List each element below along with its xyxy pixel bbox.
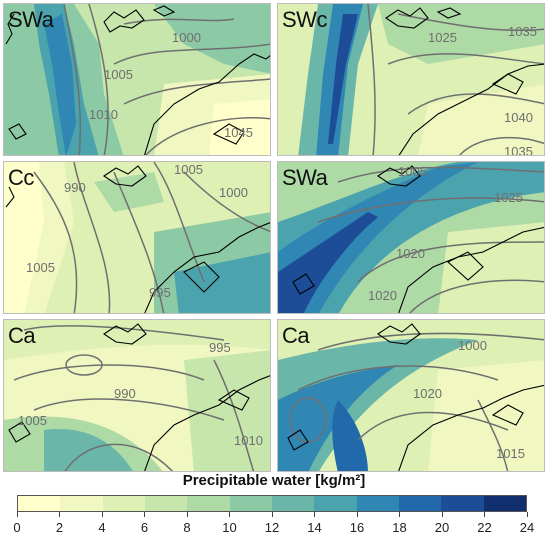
isobar-label: 1000 bbox=[458, 338, 487, 353]
colorbar-tick-label: 14 bbox=[307, 520, 322, 535]
colorbar-tick bbox=[59, 512, 60, 517]
colorbar-tick bbox=[16, 512, 18, 517]
map-panel-6-field: 1000 1020 1015 bbox=[278, 320, 544, 471]
isobar-label: 1035 bbox=[504, 144, 533, 156]
colorbar-tick bbox=[441, 512, 443, 517]
colorbar-tick-label: 8 bbox=[183, 520, 191, 535]
isobar-label: 990 bbox=[64, 180, 86, 195]
colorbar-ticks: 0 2 4 6 8 10 12 14 16 18 20 22 24 bbox=[13, 512, 534, 542]
isobar-label: 1005 bbox=[398, 164, 427, 179]
map-panel-4: 1005 1025 1020 1020 SWa bbox=[277, 161, 545, 314]
colorbar-tick-label: 16 bbox=[349, 520, 365, 535]
colorbar-tick-label: 12 bbox=[264, 520, 280, 535]
colorbar-tick bbox=[186, 512, 188, 517]
map-panel-1: 1000 1005 1010 1045 SWa bbox=[3, 3, 271, 156]
isobar-label: 1035 bbox=[508, 24, 537, 39]
map-panel-2-field: 1025 1035 1040 1035 bbox=[278, 4, 544, 156]
panel-label: SWc bbox=[282, 7, 327, 32]
isobar-label: 1005 bbox=[104, 67, 133, 82]
isobar-label: 1005 bbox=[18, 413, 47, 428]
colorbar bbox=[17, 495, 527, 512]
colorbar-tick bbox=[356, 512, 358, 517]
colorbar-tick bbox=[271, 512, 273, 517]
colorbar-segment bbox=[314, 496, 357, 511]
colorbar-tick bbox=[484, 512, 485, 517]
map-panel-4-field: 1005 1025 1020 1020 bbox=[278, 162, 544, 313]
map-panel-3: 990 995 1005 1000 1005 Cc bbox=[3, 161, 271, 314]
colorbar-segment bbox=[60, 496, 103, 511]
colorbar-segment bbox=[144, 496, 188, 511]
isobar-label: 1020 bbox=[413, 386, 442, 401]
panel-label: SWa bbox=[282, 165, 328, 190]
colorbar-tick-label: 4 bbox=[98, 520, 106, 535]
map-panel-5: 995 990 1005 1010 Ca bbox=[3, 319, 271, 472]
colorbar-tick-label: 20 bbox=[434, 520, 450, 535]
colorbar-tick bbox=[229, 512, 230, 517]
map-panel-6: 1000 1020 1015 Ca bbox=[277, 319, 545, 472]
panel-label: Ca bbox=[282, 323, 310, 348]
isobar-label: 1000 bbox=[172, 30, 201, 45]
colorbar-segment bbox=[356, 496, 399, 511]
map-panel-3-field: 990 995 1005 1000 1005 bbox=[4, 162, 270, 313]
map-panel-1-field: 1000 1005 1010 1045 bbox=[4, 4, 270, 155]
isobar-label: 995 bbox=[149, 285, 171, 300]
colorbar-segment bbox=[483, 496, 526, 511]
isobar-label: 1015 bbox=[496, 446, 525, 461]
isobar-label: 995 bbox=[209, 340, 231, 355]
colorbar-tick-label: 0 bbox=[13, 520, 21, 535]
map-panel-grid: 1000 1005 1010 1045 SWa bbox=[3, 3, 545, 472]
isobar-label: 1020 bbox=[368, 288, 397, 303]
colorbar-tick-label: 2 bbox=[55, 520, 64, 535]
colorbar-segment bbox=[229, 496, 272, 511]
colorbar-segment bbox=[398, 496, 442, 511]
colorbar-tick bbox=[144, 512, 145, 517]
colorbar-tick bbox=[399, 512, 400, 517]
panel-label: SWa bbox=[8, 7, 54, 32]
colorbar-tick-label: 6 bbox=[140, 520, 149, 535]
isobar-label: 1005 bbox=[174, 162, 203, 177]
isobar-label: 1010 bbox=[234, 433, 263, 448]
isobar-label: 1045 bbox=[224, 125, 253, 140]
isobar-label: 1025 bbox=[494, 190, 523, 205]
colorbar-tick bbox=[101, 512, 103, 517]
colorbar-segment bbox=[18, 496, 61, 511]
map-panel-2: 1025 1035 1040 1035 SWc bbox=[277, 3, 545, 156]
legend-title: Precipitable water [kg/m²] bbox=[182, 472, 366, 489]
colorbar-tick-label: 10 bbox=[222, 520, 237, 535]
isobar-label: 1010 bbox=[89, 107, 118, 122]
colorbar-tick bbox=[314, 512, 315, 517]
colorbar-segment bbox=[187, 496, 230, 511]
colorbar-tick-label: 24 bbox=[519, 520, 535, 535]
panel-label: Ca bbox=[8, 323, 36, 348]
colorbar-segment bbox=[441, 496, 484, 511]
colorbar-tick-label: 18 bbox=[392, 520, 407, 535]
colorbar-tick-label: 22 bbox=[477, 520, 492, 535]
isobar-label: 1040 bbox=[504, 110, 533, 125]
isobar-label: 1025 bbox=[428, 30, 457, 45]
colorbar-segment bbox=[271, 496, 315, 511]
colorbar-segment bbox=[102, 496, 145, 511]
isobar-label: 1005 bbox=[26, 260, 55, 275]
isobar-label: 990 bbox=[114, 386, 136, 401]
isobar-label: 1020 bbox=[396, 246, 425, 261]
panel-label: Cc bbox=[8, 165, 34, 190]
colorbar-tick bbox=[526, 512, 528, 517]
isobar-label: 1000 bbox=[219, 185, 248, 200]
map-panel-5-field: 995 990 1005 1010 bbox=[4, 320, 270, 471]
